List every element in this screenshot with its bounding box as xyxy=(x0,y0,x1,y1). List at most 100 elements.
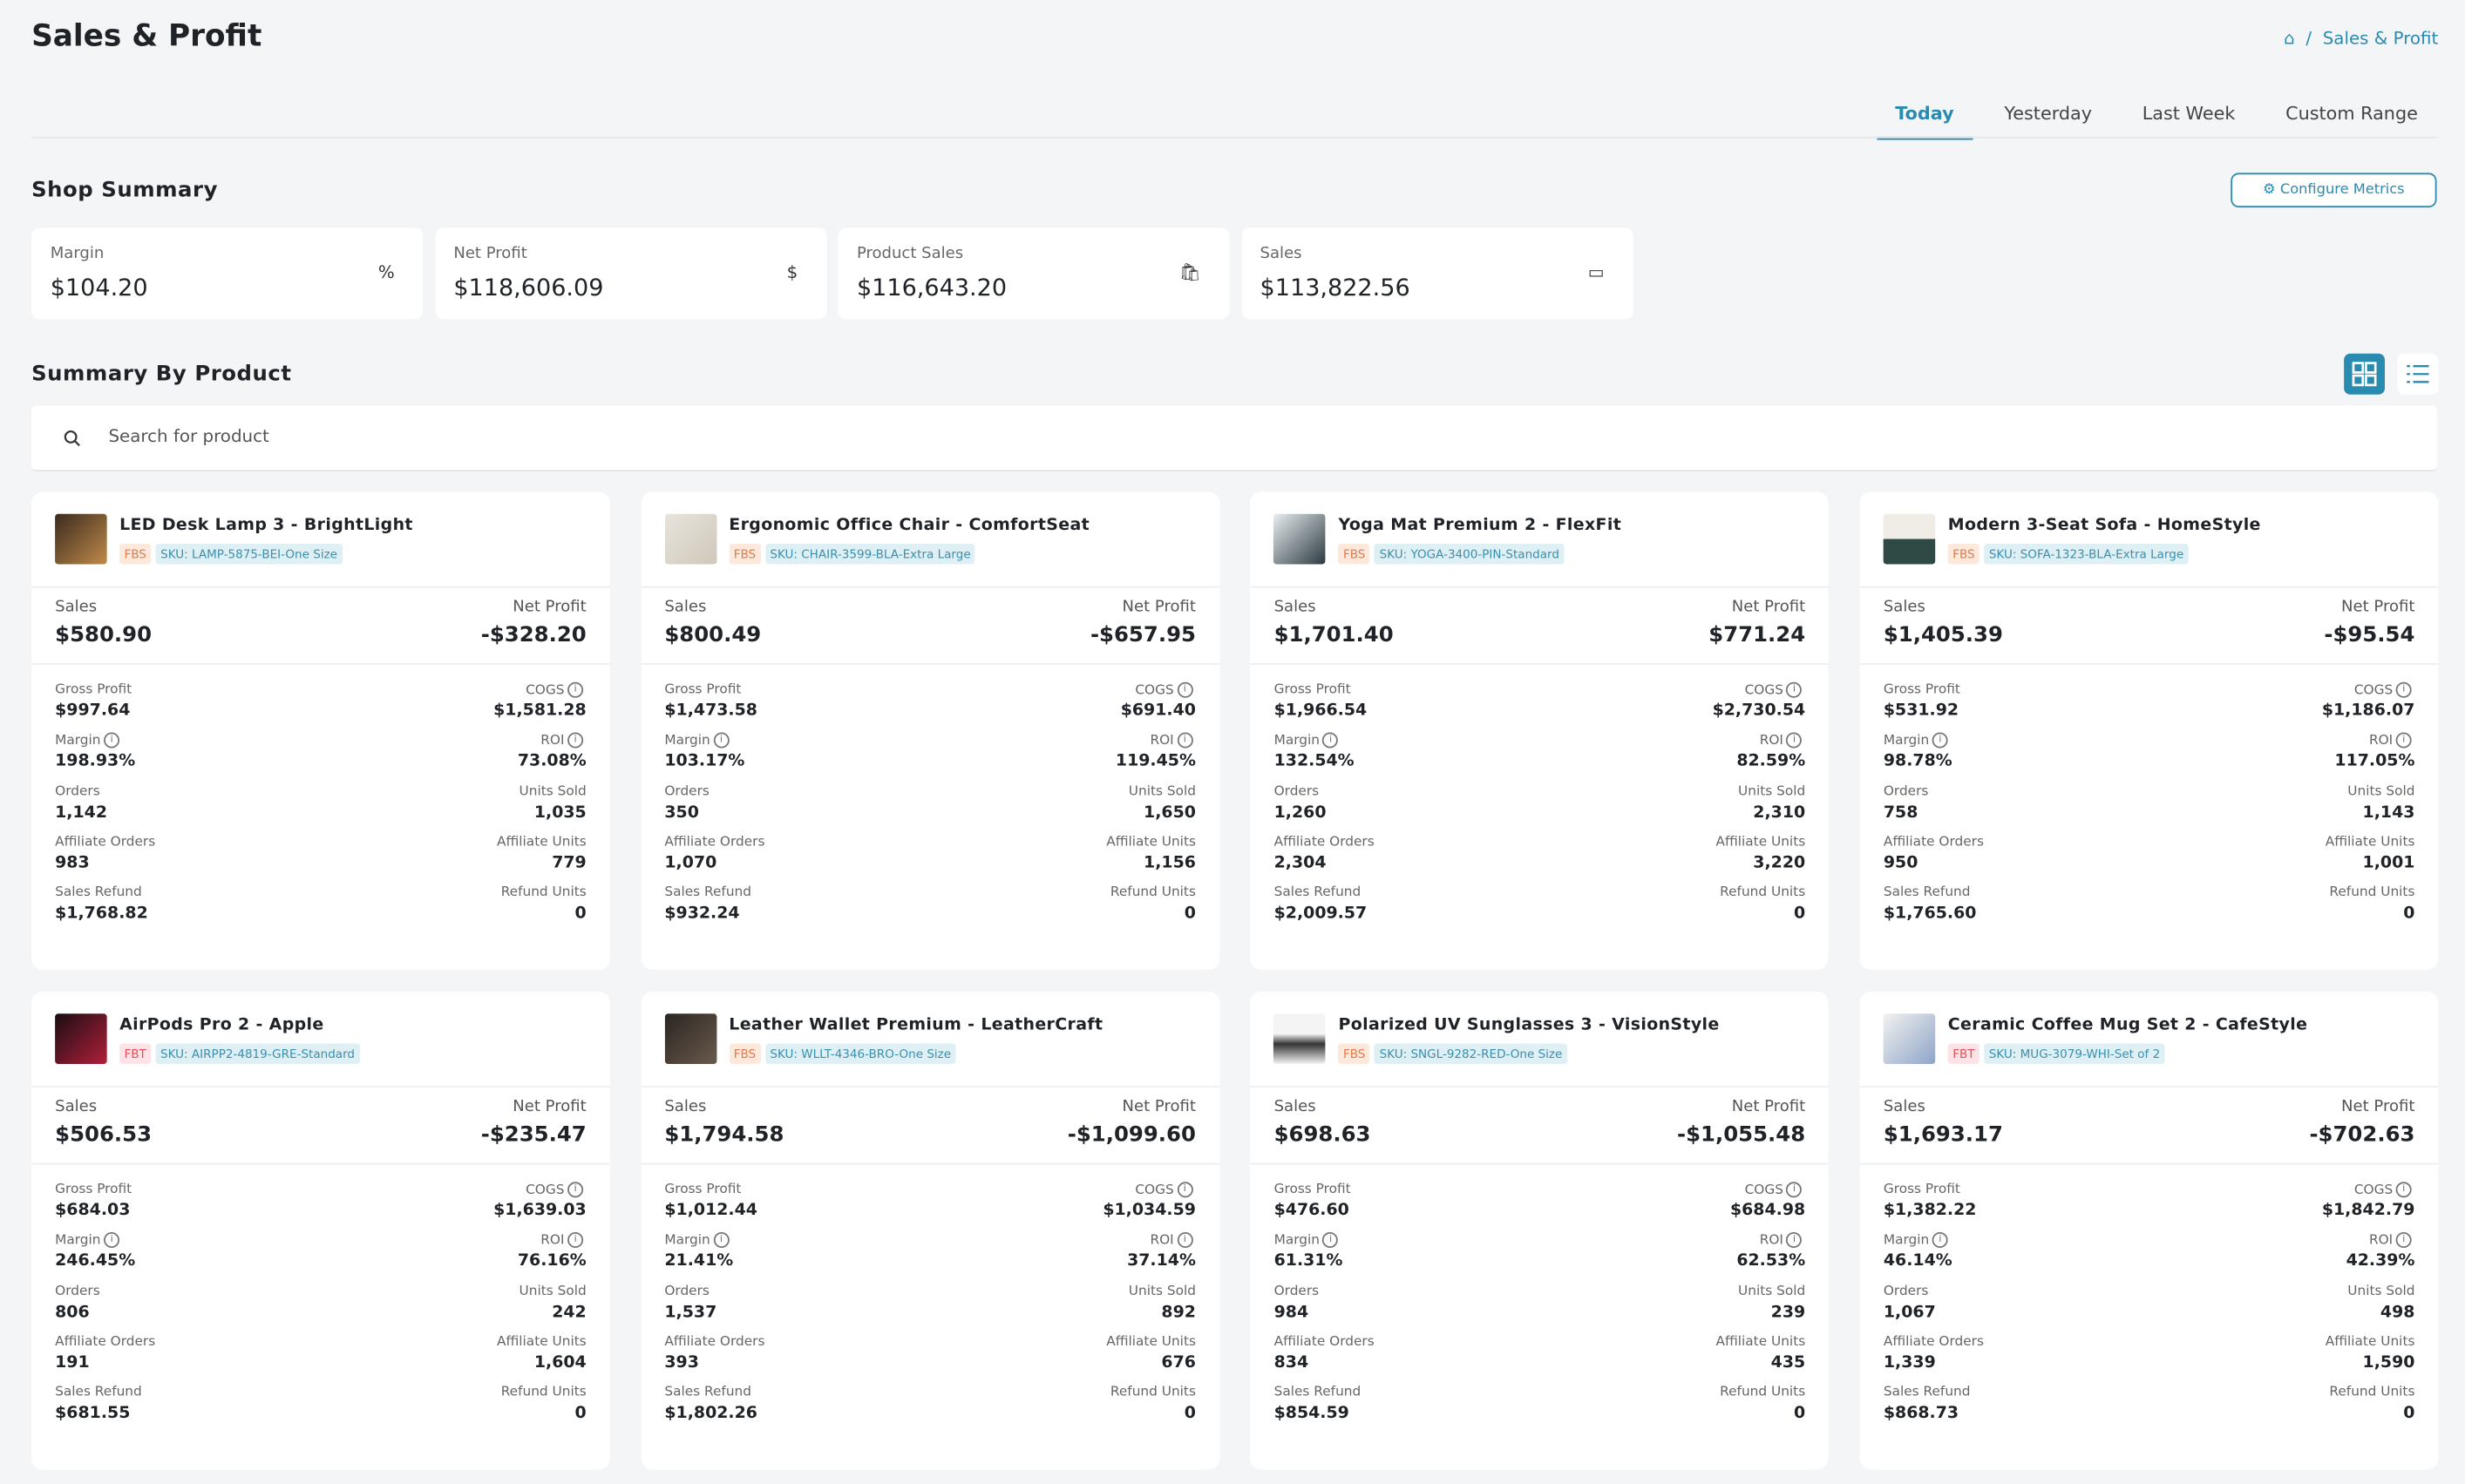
list-view-button[interactable] xyxy=(2397,353,2439,395)
field-label-row: Units Sold xyxy=(519,1284,587,1299)
metric-label: Sales xyxy=(1260,245,1302,263)
divider xyxy=(31,1086,610,1088)
grid-view-button[interactable] xyxy=(2344,353,2386,395)
field-label-row: Margin i xyxy=(1884,732,1952,749)
metric-icon: ▭ xyxy=(1587,262,1605,283)
search-placeholder: Search for product xyxy=(108,425,269,447)
configure-button[interactable]: ⚙ Configure Metrics xyxy=(2231,173,2437,208)
field-value: $1,802.26 xyxy=(664,1403,757,1423)
field-value: 1,650 xyxy=(1144,802,1196,822)
field-label-row: Margin i xyxy=(55,732,123,749)
field-label-row: Affiliate Orders xyxy=(664,1334,764,1350)
field-label-row: Sales Refund xyxy=(1274,885,1362,901)
field-label: Margin xyxy=(55,733,101,749)
field-label: Gross Profit xyxy=(1273,681,1351,698)
field-label-row: Orders xyxy=(1274,783,1320,799)
product-card[interactable]: Ceramic Coffee Mug Set 2 - CafeStyle FBT… xyxy=(1859,992,2439,1470)
home-icon[interactable]: ⌂ xyxy=(2284,28,2295,49)
date-tabs: Today Yesterday Last Week Custom Range xyxy=(1864,91,2436,140)
product-card[interactable]: Yoga Mat Premium 2 - FlexFit FBS SKU: YOG… xyxy=(1250,491,1830,970)
field-value: $1,842.79 xyxy=(2321,1200,2415,1220)
field-label: Refund Units xyxy=(1110,884,1196,901)
field-label-row: ROI i xyxy=(1150,732,1196,749)
breadcrumb[interactable]: ⌂ / Sales & Profit xyxy=(2284,28,2439,49)
tab[interactable]: Last Week xyxy=(2142,102,2236,125)
tab[interactable]: Custom Range xyxy=(2285,102,2418,125)
list-icon xyxy=(2407,365,2429,383)
net-profit-value: -$235.47 xyxy=(480,1121,587,1148)
field-value: 758 xyxy=(1883,802,1918,822)
field-label-row: ROI i xyxy=(1760,1232,1806,1249)
sku-badge: SKU: WLLT-4346-BRO-One Size xyxy=(764,1043,956,1065)
field-label: Sales Refund xyxy=(1273,884,1362,901)
field-label: Gross Profit xyxy=(664,681,742,698)
field-label-row: Refund Units xyxy=(1720,885,1805,901)
field-label: Sales Refund xyxy=(1883,884,1971,901)
field-label: Affiliate Units xyxy=(1106,834,1196,850)
field-label: Orders xyxy=(1883,783,1929,800)
metric-card: Net Profit $118,606.09 $ xyxy=(434,227,826,320)
product-card[interactable]: Ergonomic Office Chair - ComfortSeat FBS… xyxy=(641,491,1220,970)
sku-badge: SKU: CHAIR-3599-BLA-Extra Large xyxy=(764,544,976,565)
field-label-row: COGS i xyxy=(526,1182,587,1198)
stat-label: Net Profit xyxy=(2340,1098,2415,1116)
field-value: 0 xyxy=(1184,904,1196,924)
field-value: 46.14% xyxy=(1883,1251,1952,1271)
field-value: 1,142 xyxy=(55,802,108,822)
field-value: 0 xyxy=(1794,1403,1806,1423)
product-card[interactable]: Polarized UV Sunglasses 3 - VisionStyle … xyxy=(1250,992,1830,1470)
grid-icon xyxy=(2352,362,2377,387)
product-card[interactable]: AirPods Pro 2 - Apple FBT SKU: AIRPP2-481… xyxy=(31,992,610,1470)
metric-card: Product Sales $116,643.20 🛍 xyxy=(838,227,1230,320)
search-box[interactable]: Search for product xyxy=(31,405,2437,472)
field-label-row: Gross Profit xyxy=(1274,1182,1351,1197)
field-value: 984 xyxy=(1273,1302,1309,1322)
field-label-row: Sales Refund xyxy=(664,1385,751,1400)
product-image xyxy=(1883,1013,1936,1065)
product-card[interactable]: LED Desk Lamp 3 - BrightLight FBS SKU: LA… xyxy=(31,491,610,970)
field-value: 191 xyxy=(55,1352,90,1372)
field-label-row: COGS i xyxy=(1135,1182,1196,1198)
field-label-row: COGS i xyxy=(1745,1182,1806,1198)
sales-value: $506.53 xyxy=(55,1121,153,1148)
product-card[interactable]: Modern 3-Seat Sofa - HomeStyle FBS SKU: S… xyxy=(1859,491,2439,970)
field-label-row: Refund Units xyxy=(1110,885,1196,901)
field-label-row: ROI i xyxy=(540,1232,587,1249)
fulfillment-badge: FBS xyxy=(1338,1043,1370,1065)
field-label-row: Units Sold xyxy=(1129,1284,1196,1299)
field-label-row: Gross Profit xyxy=(1884,682,1960,698)
field-value: $932.24 xyxy=(664,904,740,924)
field-label: Gross Profit xyxy=(1883,681,1960,698)
product-image xyxy=(1883,513,1936,565)
field-label: Affiliate Orders xyxy=(1883,1334,1984,1351)
field-value: 892 xyxy=(1161,1302,1196,1322)
field-label: ROI xyxy=(2368,733,2394,749)
field-label-row: Orders xyxy=(1884,783,1929,799)
tab[interactable]: Today xyxy=(1876,91,1973,140)
field-label-row: Gross Profit xyxy=(664,1182,741,1197)
field-value: $531.92 xyxy=(1883,701,1959,721)
field-label-row: ROI i xyxy=(2369,1232,2415,1249)
stat-label: Sales xyxy=(1883,1098,1925,1116)
field-label-row: COGS i xyxy=(1745,681,1806,699)
section-title: Shop Summary xyxy=(31,177,218,203)
field-label-row: Orders xyxy=(1884,1284,1929,1299)
field-value: 1,070 xyxy=(664,853,717,872)
field-value: 1,156 xyxy=(1144,853,1196,872)
stat-label: Net Profit xyxy=(2340,599,2415,616)
tab[interactable]: Yesterday xyxy=(2004,102,2093,125)
field-label-row: Orders xyxy=(664,1284,710,1299)
field-label-row: Affiliate Orders xyxy=(55,834,155,850)
field-label-row: Orders xyxy=(1274,1284,1320,1299)
field-value: 435 xyxy=(1770,1352,1806,1372)
field-label: Affiliate Units xyxy=(1715,834,1806,850)
product-card[interactable]: Leather Wallet Premium - LeatherCraft FB… xyxy=(641,992,1220,1470)
field-label: Orders xyxy=(1273,1283,1320,1299)
divider xyxy=(641,1086,1220,1088)
field-label-row: Affiliate Orders xyxy=(1274,834,1375,850)
field-label: Orders xyxy=(55,1283,100,1299)
field-label: Sales Refund xyxy=(664,884,751,901)
divider xyxy=(31,136,2437,139)
net-profit-value: -$657.95 xyxy=(1090,622,1196,648)
